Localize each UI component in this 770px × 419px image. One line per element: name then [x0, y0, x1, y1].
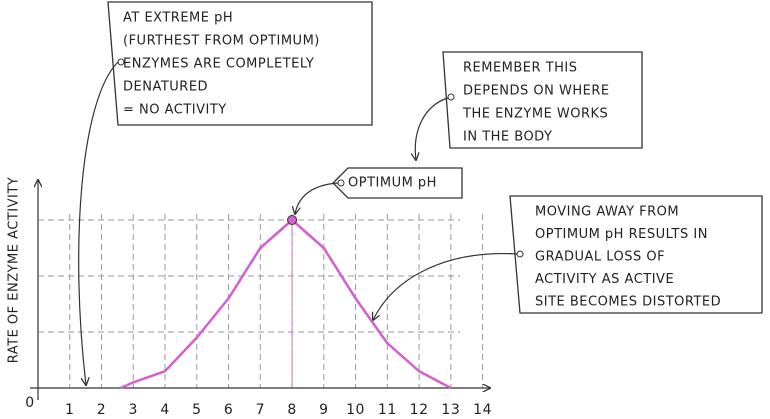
x-tick-label: 9: [319, 402, 328, 418]
x-tick-label: 2: [97, 402, 106, 418]
annotation-text: DEPENDS ON WHERE: [463, 84, 610, 99]
annotation-box: [442, 51, 643, 149]
annotation-text: OPTIMUM pH RESULTS IN: [535, 227, 708, 242]
x-tick-label: 5: [192, 402, 201, 418]
curve: [120, 218, 452, 390]
x-tick-label: 4: [160, 402, 169, 418]
peak-point: [287, 215, 298, 225]
x-tick-label: 13: [441, 402, 460, 418]
pointer-arrow: [415, 97, 449, 160]
plot: [38, 214, 484, 388]
x-tick-label: 1: [65, 402, 74, 418]
annotation-box: [509, 195, 763, 314]
annotation-text: = NO ACTIVITY: [123, 103, 227, 118]
annotation-text: (FURTHEST FROM OPTIMUM): [123, 34, 320, 49]
pointer-dot: [447, 93, 455, 101]
pointer-arrow: [373, 252, 518, 320]
annotation-tag: [332, 167, 463, 199]
annotation-text: IN THE BODY: [463, 130, 552, 145]
x-tick-label: 12: [410, 402, 429, 418]
x-tick-label: 3: [129, 402, 138, 418]
annotation-text: THE ENZYME WORKS: [462, 107, 608, 122]
pointer-dot: [516, 250, 524, 258]
pointer-arrow: [78, 61, 119, 385]
annotation-text: ACTIVITY AS ACTIVE: [535, 272, 674, 287]
annotation-text: ENZYMES ARE COMPLETELY: [123, 57, 314, 72]
annotation-text: GRADUAL LOSS OF: [535, 250, 665, 265]
annotation-text: DENATURED: [123, 80, 208, 95]
x-tick-label: 14: [473, 402, 492, 418]
annotation-text: MOVING AWAY FROM: [535, 205, 679, 220]
annotation-text: SITE BECOMES DISTORTED: [535, 295, 721, 310]
x-tick-label: 11: [378, 402, 397, 418]
x-tick-label: 6: [224, 402, 233, 418]
x-tick-label: 0: [25, 395, 34, 411]
pointer-dot: [337, 179, 345, 187]
x-tick-label: 8: [287, 402, 296, 418]
annotation-text: REMEMBER THIS: [463, 61, 578, 76]
pointer-arrow: [295, 182, 339, 214]
y-axis-label: RATE OF ENZYME ACTIVITY: [7, 177, 22, 364]
annotation-text: AT EXTREME pH: [123, 11, 233, 26]
annotation-text: OPTIMUM pH: [348, 176, 437, 191]
annotation-box: [107, 1, 373, 126]
x-tick-label: 10: [346, 402, 365, 418]
x-tick-label: 7: [256, 402, 265, 418]
